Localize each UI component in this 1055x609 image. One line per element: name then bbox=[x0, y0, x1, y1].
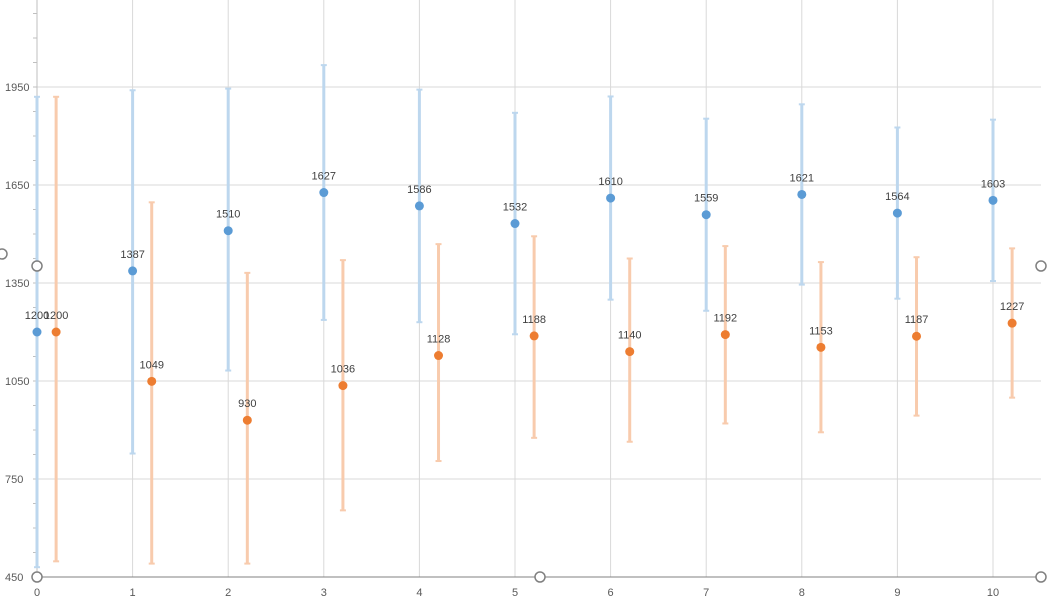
x-tick-label: 10 bbox=[987, 587, 999, 599]
data-label: 1227 bbox=[1000, 301, 1024, 313]
data-point bbox=[625, 347, 635, 357]
data-point bbox=[797, 189, 807, 199]
data-label: 1387 bbox=[120, 249, 144, 261]
data-points bbox=[32, 188, 1017, 425]
data-label: 1188 bbox=[522, 314, 546, 326]
resize-handle[interactable] bbox=[1035, 260, 1047, 272]
data-label: 1200 bbox=[44, 310, 68, 322]
data-point bbox=[128, 266, 138, 276]
data-label: 1153 bbox=[809, 325, 833, 337]
selection-handles[interactable] bbox=[0, 248, 1047, 583]
data-label: 1200 bbox=[25, 310, 49, 322]
data-point bbox=[434, 351, 444, 361]
data-point bbox=[988, 195, 998, 205]
data-point bbox=[720, 330, 730, 340]
x-tick-label: 2 bbox=[225, 587, 231, 599]
data-point bbox=[510, 219, 520, 229]
data-label: 1603 bbox=[981, 178, 1005, 190]
data-label: 1621 bbox=[790, 172, 814, 184]
x-tick-label: 1 bbox=[130, 587, 136, 599]
y-tick-label: 1650 bbox=[5, 180, 29, 192]
data-label: 1627 bbox=[312, 171, 336, 183]
data-label: 1532 bbox=[503, 202, 527, 214]
data-label: 930 bbox=[238, 398, 256, 410]
x-tick-label: 6 bbox=[608, 587, 614, 599]
y-tick-label: 750 bbox=[5, 474, 23, 486]
data-point bbox=[338, 381, 348, 391]
data-point bbox=[414, 201, 424, 211]
data-labels: 1200 1387 1510 1627 1586 1532 1610 1559 1621 1564… bbox=[25, 171, 1025, 411]
gridlines bbox=[36, 0, 1041, 578]
data-point bbox=[32, 327, 42, 337]
data-point bbox=[892, 208, 902, 218]
x-tick-label: 0 bbox=[34, 587, 40, 599]
y-tick-label: 1350 bbox=[5, 278, 29, 290]
data-point bbox=[147, 376, 157, 386]
data-label: 1192 bbox=[713, 313, 737, 325]
data-point bbox=[701, 210, 711, 220]
axes: 450 750 1050 1350 1650 1950 0 1 2 3 4 5 6 7 8 9 10 bbox=[5, 0, 1041, 599]
data-point bbox=[529, 331, 539, 341]
data-label: 1586 bbox=[407, 184, 431, 196]
data-point bbox=[912, 331, 922, 341]
y-tick-label: 1050 bbox=[5, 376, 29, 388]
x-tick-label: 3 bbox=[321, 587, 327, 599]
data-label: 1049 bbox=[139, 359, 163, 371]
x-tick-label: 4 bbox=[416, 587, 422, 599]
data-label: 1036 bbox=[331, 364, 355, 376]
x-tick-label: 7 bbox=[703, 587, 709, 599]
data-point bbox=[816, 342, 826, 352]
resize-handle[interactable] bbox=[31, 260, 43, 272]
resize-handle[interactable] bbox=[31, 571, 43, 583]
resize-handle[interactable] bbox=[0, 248, 8, 260]
data-point bbox=[242, 415, 252, 425]
data-point bbox=[223, 226, 233, 236]
data-label: 1128 bbox=[427, 334, 451, 346]
data-label: 1140 bbox=[618, 330, 642, 342]
data-label: 1564 bbox=[885, 191, 909, 203]
data-point bbox=[1007, 318, 1017, 328]
data-label: 1610 bbox=[598, 176, 622, 188]
resize-handle[interactable] bbox=[1035, 571, 1047, 583]
x-tick-label: 9 bbox=[894, 587, 900, 599]
x-tick-label: 5 bbox=[512, 587, 518, 599]
data-point bbox=[51, 327, 61, 337]
x-tick-label: 8 bbox=[799, 587, 805, 599]
data-point bbox=[606, 193, 616, 203]
resize-handle[interactable] bbox=[534, 571, 546, 583]
data-label: 1510 bbox=[216, 209, 240, 221]
y-tick-label: 1950 bbox=[5, 82, 29, 94]
data-label: 1559 bbox=[694, 193, 718, 205]
y-tick-label: 450 bbox=[5, 572, 23, 584]
data-point bbox=[319, 188, 329, 198]
data-label: 1187 bbox=[905, 314, 929, 326]
